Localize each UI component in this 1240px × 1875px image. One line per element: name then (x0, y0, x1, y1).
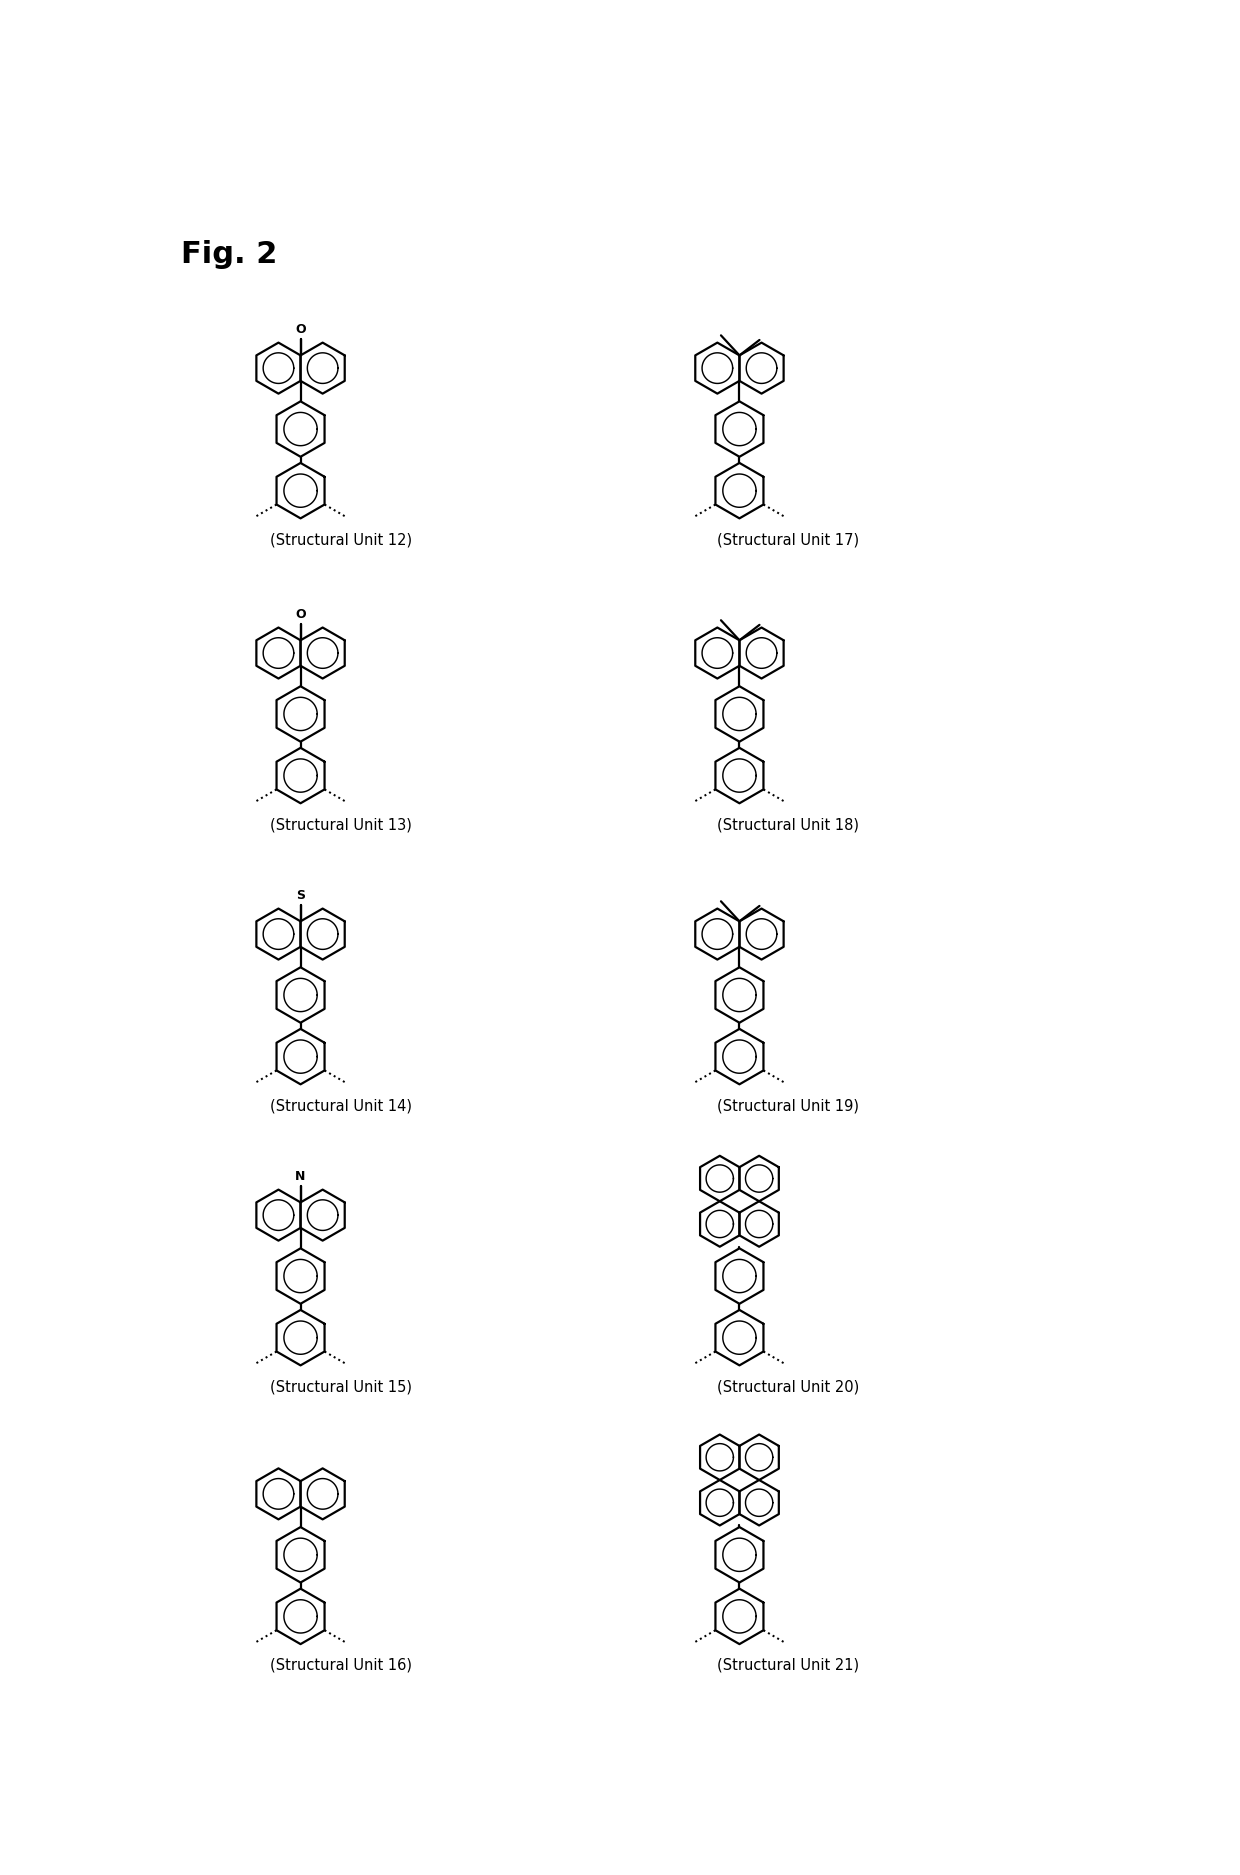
Text: (Structural Unit 20): (Structural Unit 20) (717, 1380, 859, 1395)
Text: (Structural Unit 14): (Structural Unit 14) (270, 1099, 412, 1114)
Text: N: N (295, 1170, 306, 1183)
Text: (Structural Unit 12): (Structural Unit 12) (270, 532, 412, 548)
Text: (Structural Unit 13): (Structural Unit 13) (270, 818, 412, 832)
Text: O: O (295, 324, 306, 336)
Text: O: O (295, 608, 306, 621)
Text: (Structural Unit 18): (Structural Unit 18) (717, 818, 859, 832)
Text: Fig. 2: Fig. 2 (181, 240, 278, 270)
Text: (Structural Unit 21): (Structural Unit 21) (717, 1658, 859, 1672)
Text: S: S (296, 889, 305, 902)
Text: (Structural Unit 19): (Structural Unit 19) (717, 1099, 859, 1114)
Text: (Structural Unit 17): (Structural Unit 17) (717, 532, 859, 548)
Text: (Structural Unit 16): (Structural Unit 16) (270, 1658, 412, 1672)
Text: (Structural Unit 15): (Structural Unit 15) (270, 1380, 412, 1395)
